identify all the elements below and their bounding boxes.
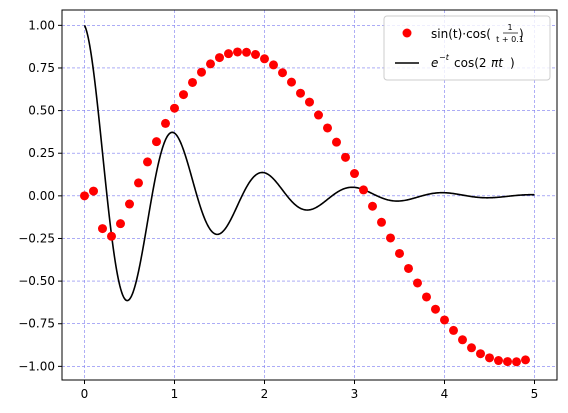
scatter-point [341,152,350,162]
y-tick-label: −0.25 [18,231,55,245]
scatter-point [305,97,314,107]
scatter-point [431,304,440,314]
legend-marker-scatter [402,28,412,38]
scatter-point [134,178,143,188]
scatter-point [179,90,188,100]
scatter-point [287,77,296,87]
scatter-point [260,54,269,64]
scatter-point [125,199,134,209]
scatter-point [251,50,260,60]
scatter-point [485,353,494,363]
x-tick-label: 3 [351,387,359,401]
legend-line-e: e [431,56,438,70]
scatter-point [278,68,287,78]
scatter-point [188,77,197,87]
scatter-point [107,231,116,241]
y-tick-label: −1.00 [18,359,55,373]
scatter-point [494,356,503,366]
scatter-series [80,47,530,367]
legend-scatter-close: ) [519,27,524,41]
legend: sin(t)·cos( 1 t + 0.1 ) e −t cos(2 πt ) [383,15,551,81]
scatter-point [503,357,512,367]
scatter-point [395,248,404,258]
scatter-point [80,191,89,201]
scatter-point [143,157,152,167]
scatter-point [440,315,449,325]
plot-frame [61,9,558,381]
scatter-point [458,335,467,345]
y-tick-label: 0.75 [28,61,55,75]
x-tick-label: 0 [81,387,89,401]
x-tick-label: 2 [261,387,269,401]
scatter-point [377,217,386,227]
y-tick-label: 1.00 [28,18,55,32]
scatter-point [161,118,170,128]
scatter-point [359,185,368,195]
y-tick-label: −0.50 [18,274,55,288]
legend-box [383,15,551,81]
scatter-point [152,137,161,147]
scatter-point [323,123,332,133]
y-tick-label: 0.50 [28,104,55,118]
scatter-point [350,169,359,179]
x-axis-ticks: 0 1 2 3 4 5 [81,380,539,401]
x-tick-label: 5 [531,387,539,401]
scatter-point [332,137,341,147]
scatter-point [512,357,521,367]
legend-label-scatter: sin(t)·cos( [431,27,491,41]
scatter-point [521,355,530,365]
scatter-point [386,233,395,243]
x-tick-label: 4 [441,387,449,401]
y-tick-label: 0.00 [28,189,55,203]
scatter-point [296,88,305,98]
x-tick-label: 1 [171,387,179,401]
scatter-point [368,201,377,211]
line-path [83,25,535,302]
scatter-point [215,53,224,63]
legend-scatter-denominator: t + 0.1 [496,35,524,44]
scatter-point [314,110,323,120]
scatter-point [197,67,206,77]
legend-scatter-numerator: 1 [507,23,512,32]
legend-line-close: ) [510,56,515,70]
scatter-point [422,292,431,302]
scatter-point [413,278,422,288]
scatter-point [116,219,125,229]
scatter-point [206,59,215,69]
legend-line-pi: πt [491,56,504,70]
y-tick-label: −0.75 [18,317,55,331]
scatter-point [98,224,107,234]
scatter-point [89,186,98,196]
scatter-point [269,60,278,70]
scatter-point [476,349,485,359]
scatter-point [404,263,413,273]
scatter-point [224,49,233,59]
y-axis-ticks: −1.00 −0.75 −0.50 −0.25 0.00 0.25 0.50 0.75 1.00 [18,18,62,373]
legend-line-exponent: −t [439,53,450,62]
scatter-point [449,325,458,335]
scatter-point [170,103,179,113]
scatter-point [242,47,251,57]
scatter-point [233,47,242,57]
y-tick-label: 0.25 [28,146,55,160]
legend-scatter-main: sin(t)·cos( [431,27,491,41]
line-series [83,25,535,302]
scatter-point [467,343,476,353]
legend-line-cos: cos(2 [454,56,487,70]
